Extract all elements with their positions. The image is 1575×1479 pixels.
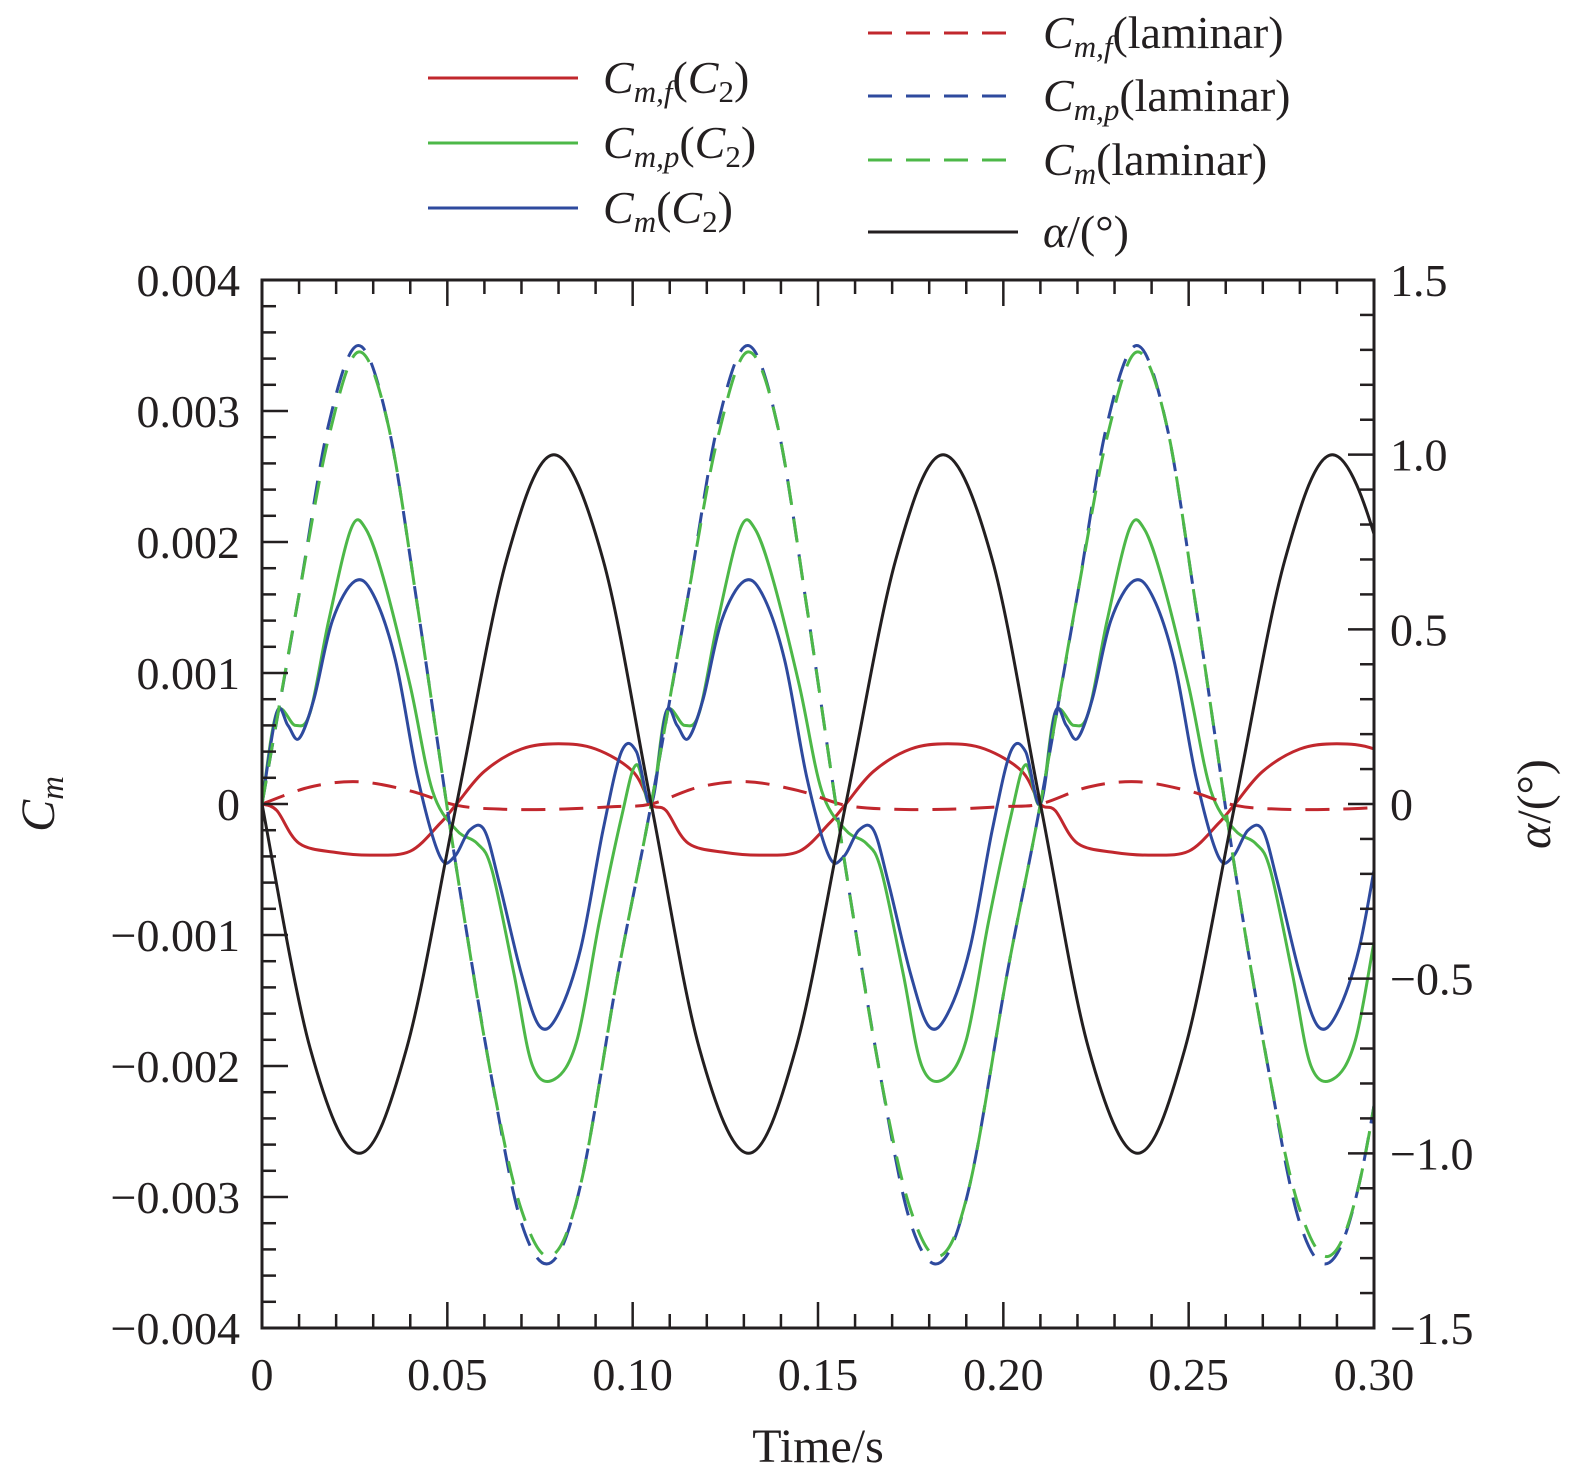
y2-tick-label: 0.5 <box>1390 604 1448 655</box>
y-tick-label: 0.001 <box>137 648 241 699</box>
legend: Cm,f(C2) Cm,p(C2) Cm(C2) Cm,f(laminar) Cm,p(… <box>428 7 1290 257</box>
y2-tick-label: 0 <box>1390 779 1413 830</box>
y-axis-title: Cm <box>12 776 71 832</box>
x-axis-title: Time/s <box>752 1420 884 1473</box>
y2-axis-title: α/(°) <box>1508 759 1561 849</box>
legend-label: Cm,p(C2) <box>603 117 756 174</box>
x-tick-label: 0.30 <box>1334 1349 1415 1400</box>
legend-label: Cm(laminar) <box>1043 134 1267 191</box>
x-tick-label: 0.20 <box>963 1349 1044 1400</box>
series-layer <box>262 343 1374 1266</box>
legend-label: Cm(C2) <box>603 182 733 239</box>
y-tick-label: −0.001 <box>111 910 240 961</box>
y-tick-label: 0.003 <box>137 386 241 437</box>
y2-tick-label: −0.5 <box>1390 954 1473 1005</box>
legend-label: Cm,f(laminar) <box>1043 7 1284 64</box>
legend-label: Cm,p(laminar) <box>1043 70 1290 127</box>
y-tick-label: −0.003 <box>111 1172 240 1223</box>
y2-tick-label: 1.0 <box>1390 430 1448 481</box>
x-tick-label: 0 <box>251 1349 274 1400</box>
x-tick-label: 0.05 <box>407 1349 488 1400</box>
x-tick-label: 0.10 <box>592 1349 673 1400</box>
legend-label: Cm,f(C2) <box>603 52 749 109</box>
legend-label: α/(°) <box>1043 206 1129 257</box>
series-line-6 <box>262 453 1374 1155</box>
y-tick-label: 0 <box>217 779 240 830</box>
series-line-5 <box>262 350 1374 1259</box>
x-tick-label: 0.25 <box>1148 1349 1229 1400</box>
x-tick-label: 0.15 <box>778 1349 859 1400</box>
y-tick-label: −0.002 <box>111 1041 240 1092</box>
ticks-layer <box>260 278 1376 1330</box>
y2-tick-label: −1.5 <box>1390 1303 1473 1354</box>
y2-tick-label: 1.5 <box>1390 255 1448 306</box>
labels-layer: 0 0.05 0.10 0.15 0.20 0.25 0.30 0.004 0.003 0.002… <box>12 255 1561 1473</box>
y-tick-label: 0.004 <box>137 255 241 306</box>
y2-tick-label: −1.0 <box>1390 1128 1473 1179</box>
series-line-1 <box>262 518 1374 1084</box>
y-tick-label: −0.004 <box>111 1303 240 1354</box>
y-tick-label: 0.002 <box>137 517 241 568</box>
